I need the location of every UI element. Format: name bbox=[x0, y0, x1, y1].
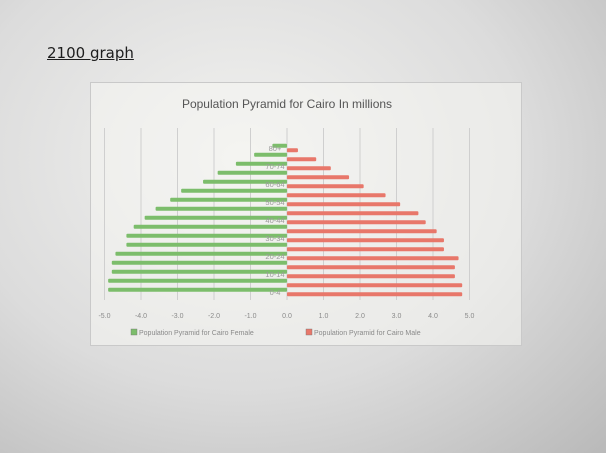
male-bar-10-14 bbox=[287, 274, 455, 279]
legend-label: Population Pyramid for Cairo Female bbox=[139, 330, 254, 337]
category-label: 70-74 bbox=[265, 162, 284, 171]
x-tick-label: -1.0 bbox=[244, 313, 256, 320]
female-bar-40-44 bbox=[144, 215, 287, 220]
female-bar-30-34 bbox=[126, 233, 288, 238]
male-bar-45-49 bbox=[287, 211, 419, 216]
x-tick-label: 3.0 bbox=[392, 313, 402, 320]
category-label: 60-64 bbox=[265, 180, 284, 189]
category-label: 30-34 bbox=[265, 234, 284, 243]
female-bar-0-4 bbox=[108, 287, 288, 292]
page-heading: 2100 graph bbox=[47, 44, 134, 62]
male-bar-30-34 bbox=[287, 238, 444, 243]
female-bar-25-29 bbox=[126, 242, 288, 247]
female-bar-80+ bbox=[272, 143, 287, 148]
female-bar-20-24 bbox=[115, 251, 287, 256]
x-tick-label: 4.0 bbox=[428, 313, 438, 320]
x-axis-ticks: -5.0 -4.0 -3.0 -2.0 -1.0 0.0 1.0 2.0 3.0 4.0 5.0 bbox=[98, 313, 474, 320]
female-bar-70-74 bbox=[235, 161, 287, 166]
x-tick-label: -4.0 bbox=[135, 313, 147, 320]
male-bar-70-74 bbox=[287, 166, 331, 171]
legend: Population Pyramid for Cairo Female Popul… bbox=[130, 328, 421, 337]
female-bar-55-59 bbox=[181, 188, 287, 193]
female-bar-75-79 bbox=[254, 152, 287, 157]
category-label: 20-24 bbox=[265, 252, 284, 261]
female-bar-65-69 bbox=[217, 170, 287, 175]
male-bar-15-19 bbox=[287, 265, 455, 270]
male-bar-65-69 bbox=[287, 175, 350, 180]
x-tick-label: 1.0 bbox=[319, 313, 329, 320]
male-bar-0-4 bbox=[287, 292, 463, 297]
x-tick-label: -2.0 bbox=[208, 313, 220, 320]
male-bar-50-54 bbox=[287, 202, 401, 207]
male-bar-5-9 bbox=[287, 283, 463, 288]
male-bar-20-24 bbox=[287, 256, 459, 261]
female-bar-50-54 bbox=[170, 197, 287, 202]
male-bar-60-64 bbox=[287, 184, 364, 189]
x-tick-label: 2.0 bbox=[355, 313, 365, 320]
category-label: 50-54 bbox=[265, 198, 284, 207]
legend-swatch bbox=[130, 328, 138, 336]
male-bar-25-29 bbox=[287, 247, 444, 252]
female-bar-10-14 bbox=[111, 269, 287, 274]
category-label: 40-44 bbox=[265, 216, 284, 225]
category-labels: 0-4 10-14 20-24 30-34 40-44 50-54 60-64 70-74 80… bbox=[265, 144, 284, 297]
category-label: 0-4 bbox=[270, 288, 281, 297]
x-tick-label: 0.0 bbox=[282, 313, 292, 320]
female-bar-60-64 bbox=[203, 179, 287, 184]
x-tick-label: -5.0 bbox=[98, 313, 110, 320]
male-bar-35-39 bbox=[287, 229, 437, 234]
legend-swatch bbox=[305, 328, 313, 336]
category-label: 10-14 bbox=[265, 270, 284, 279]
male-bar-75-79 bbox=[287, 157, 317, 162]
x-tick-label: -3.0 bbox=[171, 313, 183, 320]
female-bar-15-19 bbox=[111, 260, 287, 265]
female-bar-35-39 bbox=[133, 224, 287, 229]
male-bar-80+ bbox=[287, 148, 298, 153]
male-bar-40-44 bbox=[287, 220, 426, 225]
bars bbox=[108, 143, 463, 297]
female-bar-5-9 bbox=[108, 278, 288, 283]
female-bar-45-49 bbox=[155, 206, 287, 211]
category-label: 80+ bbox=[269, 144, 282, 153]
x-tick-label: 5.0 bbox=[465, 313, 475, 320]
legend-label: Population Pyramid for Cairo Male bbox=[314, 330, 421, 337]
chart-title: Population Pyramid for Cairo In millions bbox=[182, 97, 392, 111]
male-bar-55-59 bbox=[287, 193, 386, 198]
